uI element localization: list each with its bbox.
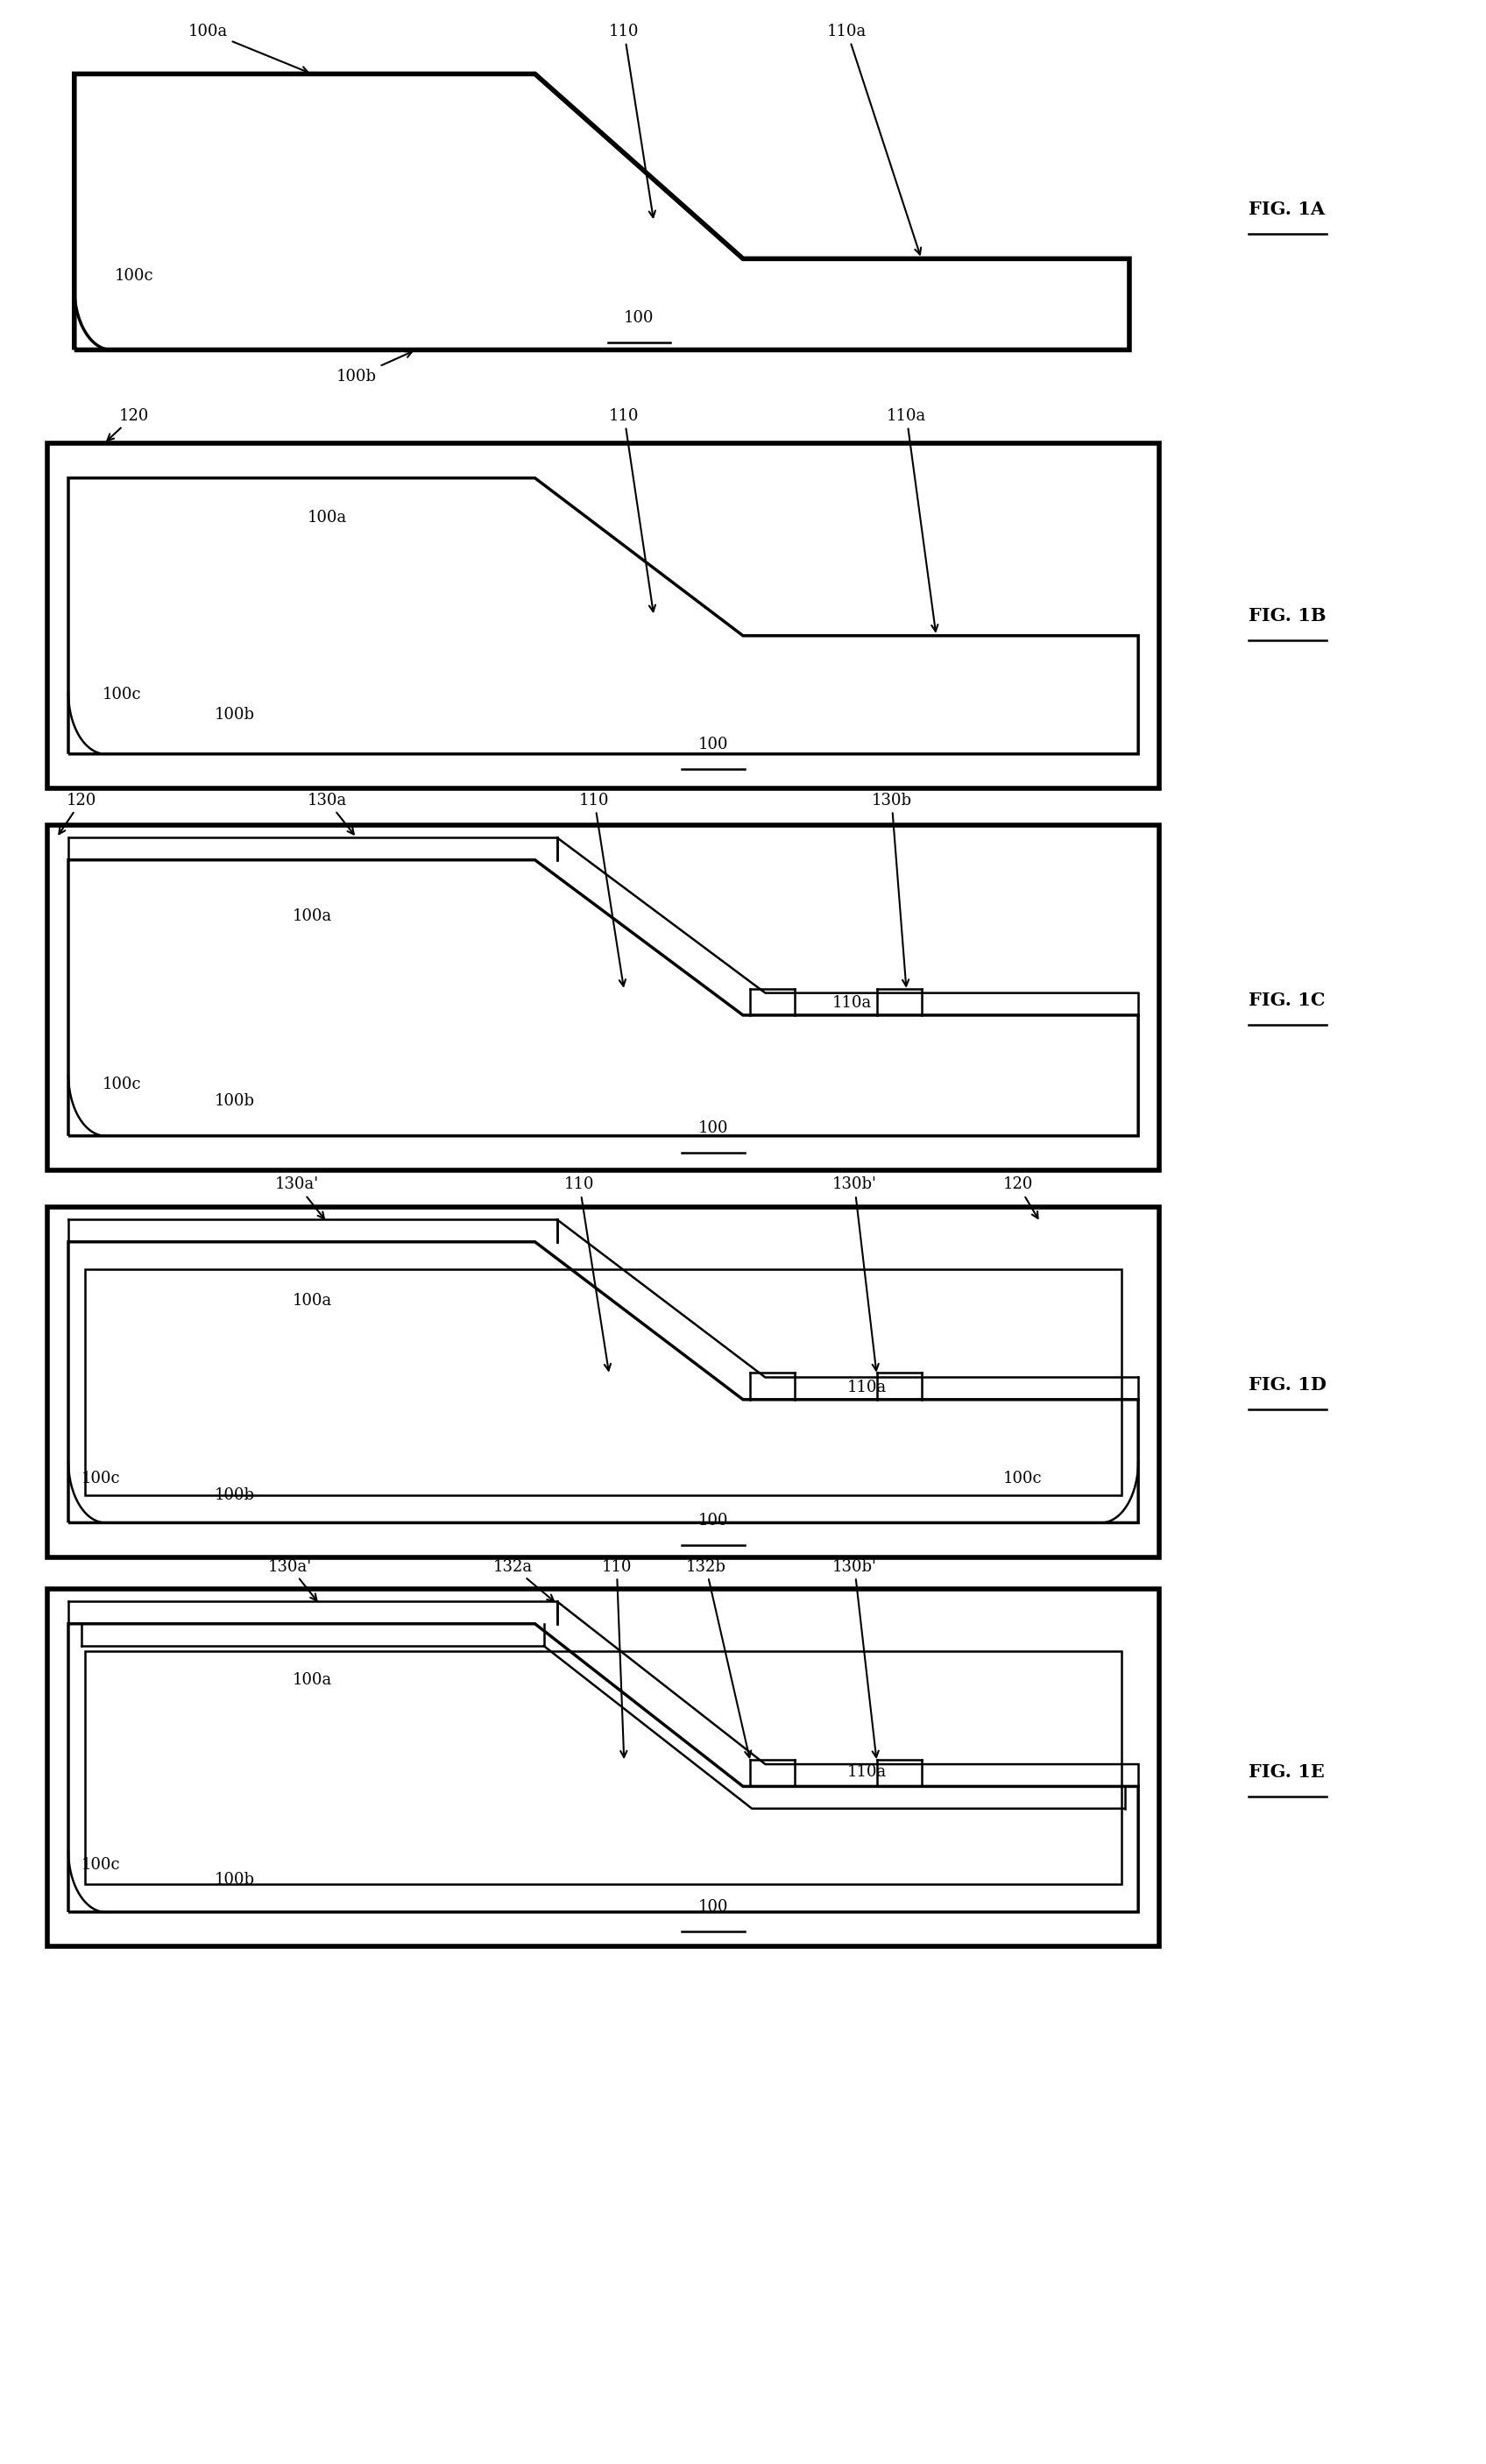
- Text: 100b: 100b: [336, 352, 412, 384]
- Text: FIG. 1A: FIG. 1A: [1248, 200, 1324, 219]
- Text: 100: 100: [624, 310, 654, 325]
- Text: 100c: 100c: [82, 1471, 120, 1486]
- Text: 100c: 100c: [114, 269, 153, 283]
- Text: 100a: 100a: [293, 1294, 331, 1308]
- Text: 110: 110: [609, 25, 655, 217]
- Text: 130b: 130b: [871, 793, 912, 986]
- Text: 110: 110: [580, 793, 626, 986]
- Text: 110a: 110a: [828, 25, 921, 254]
- Text: 100c: 100c: [103, 1077, 141, 1092]
- Text: FIG. 1E: FIG. 1E: [1248, 1762, 1324, 1781]
- Bar: [85, 1269, 1122, 1496]
- Text: 100b: 100b: [214, 1873, 256, 1887]
- Text: 132b: 132b: [685, 1560, 750, 1757]
- Text: 100a: 100a: [189, 25, 308, 74]
- Text: 130a: 130a: [308, 793, 354, 835]
- Text: 100c: 100c: [103, 687, 141, 702]
- Text: 110a: 110a: [847, 1764, 887, 1779]
- Text: 130a': 130a': [275, 1178, 324, 1220]
- Text: 110a: 110a: [887, 409, 938, 631]
- Bar: [85, 1651, 1122, 1885]
- Text: 132a: 132a: [493, 1560, 554, 1602]
- Text: 130a': 130a': [267, 1560, 317, 1602]
- Text: 130b': 130b': [832, 1560, 878, 1757]
- Text: 110a: 110a: [832, 995, 872, 1010]
- Text: 100: 100: [698, 1513, 728, 1528]
- Text: FIG. 1B: FIG. 1B: [1248, 606, 1326, 626]
- Text: 100b: 100b: [214, 707, 256, 722]
- Text: 100c: 100c: [1003, 1471, 1042, 1486]
- Text: 100b: 100b: [214, 1094, 256, 1109]
- Text: 110: 110: [565, 1178, 611, 1370]
- Text: 130b': 130b': [832, 1178, 878, 1370]
- Text: 100: 100: [698, 1900, 728, 1915]
- Text: 120: 120: [59, 793, 97, 833]
- Text: FIG. 1D: FIG. 1D: [1248, 1375, 1326, 1395]
- Bar: [48, 444, 1159, 788]
- Text: 100a: 100a: [308, 510, 346, 525]
- Text: 110a: 110a: [847, 1380, 887, 1395]
- Bar: [48, 1589, 1159, 1947]
- Text: 100a: 100a: [293, 909, 331, 924]
- Text: 120: 120: [107, 409, 149, 441]
- Bar: [48, 1207, 1159, 1557]
- Text: 100: 100: [698, 737, 728, 752]
- Text: 120: 120: [1003, 1178, 1037, 1217]
- Text: 110: 110: [602, 1560, 632, 1757]
- Text: FIG. 1C: FIG. 1C: [1248, 991, 1326, 1010]
- Text: 100b: 100b: [214, 1488, 256, 1503]
- Text: 100c: 100c: [82, 1858, 120, 1873]
- Text: 100: 100: [698, 1121, 728, 1136]
- Text: 100a: 100a: [293, 1673, 331, 1688]
- Text: 110: 110: [609, 409, 655, 611]
- Bar: [48, 825, 1159, 1170]
